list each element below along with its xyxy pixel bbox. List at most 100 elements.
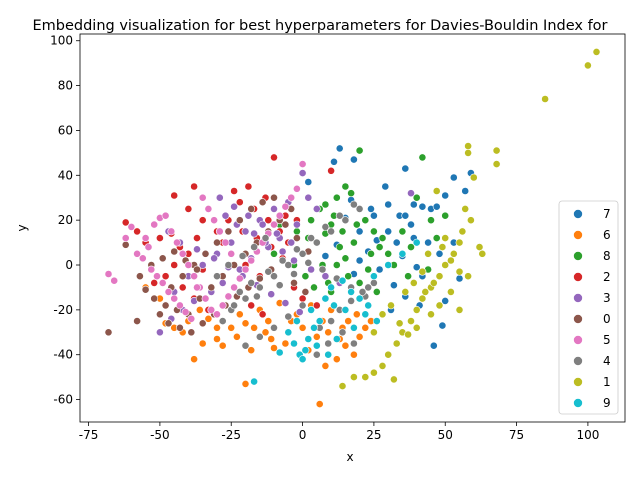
data-point <box>213 310 221 319</box>
data-point <box>412 238 421 247</box>
data-point <box>121 218 130 227</box>
data-point <box>281 299 290 307</box>
data-point <box>355 146 364 155</box>
data-point <box>332 261 341 269</box>
data-point <box>258 310 267 319</box>
data-point <box>250 323 258 332</box>
data-point <box>378 310 387 319</box>
data-point <box>389 375 398 384</box>
data-point <box>378 361 387 370</box>
data-point <box>418 294 427 303</box>
plot-frame <box>79 33 626 423</box>
data-point <box>215 193 224 202</box>
data-point <box>418 202 427 211</box>
data-point <box>278 256 287 265</box>
data-point <box>407 220 415 229</box>
data-point <box>270 193 278 202</box>
data-point <box>187 328 196 337</box>
data-point <box>267 335 276 343</box>
data-point <box>355 256 364 265</box>
chart-title: Embedding visualization for best hyperpa… <box>32 18 607 34</box>
data-point <box>332 355 341 364</box>
data-point <box>441 234 450 242</box>
data-point <box>312 301 321 310</box>
data-point <box>230 187 238 195</box>
data-point <box>247 278 256 287</box>
data-point <box>170 261 179 269</box>
data-point <box>349 155 358 164</box>
data-point <box>227 249 236 258</box>
data-point <box>301 346 310 355</box>
y-tick-label: -20 <box>53 303 73 317</box>
data-point <box>332 193 341 202</box>
data-point <box>492 146 501 155</box>
data-point <box>170 294 179 303</box>
x-axis-ticks: -75 -50 -25 0 25 50 75 100 <box>79 422 599 442</box>
data-point <box>198 193 207 202</box>
data-point <box>201 249 210 258</box>
data-point <box>270 272 278 281</box>
data-point <box>190 272 198 281</box>
data-point <box>255 332 264 341</box>
data-point <box>441 191 450 200</box>
data-point <box>349 350 358 359</box>
data-point <box>341 216 350 225</box>
data-point <box>241 265 250 274</box>
data-point <box>304 178 313 186</box>
data-point <box>292 317 301 325</box>
data-point <box>475 243 484 251</box>
data-point <box>441 211 450 220</box>
data-point <box>161 211 170 220</box>
data-point <box>384 200 393 209</box>
legend-label: 2 <box>603 270 611 284</box>
data-point <box>158 278 167 287</box>
data-point <box>369 278 378 287</box>
data-point <box>198 339 207 348</box>
data-point <box>352 310 361 319</box>
data-point <box>381 182 390 191</box>
y-tick-label: 40 <box>58 168 73 182</box>
data-point <box>258 220 267 229</box>
data-point <box>110 276 119 285</box>
data-point <box>150 220 159 229</box>
data-point <box>492 160 501 168</box>
data-point <box>384 261 393 269</box>
data-point <box>446 256 455 265</box>
data-point <box>327 166 335 175</box>
data-point <box>455 305 464 314</box>
data-point <box>247 346 256 355</box>
data-point <box>461 187 470 195</box>
data-point <box>241 227 250 236</box>
data-point <box>592 48 601 56</box>
data-point <box>341 254 350 263</box>
data-point <box>335 211 344 220</box>
data-point <box>153 272 161 281</box>
data-point <box>389 281 398 290</box>
data-point <box>441 296 450 305</box>
data-point <box>387 301 395 310</box>
data-point <box>435 249 444 258</box>
data-point <box>349 238 358 247</box>
y-tick-label: 100 <box>50 34 73 48</box>
data-point <box>349 323 358 332</box>
data-point <box>449 173 458 182</box>
data-point <box>304 193 313 202</box>
data-point <box>455 238 464 247</box>
data-point <box>290 270 298 278</box>
data-point <box>301 272 310 281</box>
data-point <box>435 272 444 281</box>
data-point <box>367 204 375 213</box>
data-point <box>210 254 218 263</box>
data-point <box>247 204 256 213</box>
data-point <box>161 301 170 310</box>
data-point <box>198 319 207 328</box>
data-point <box>224 292 233 301</box>
data-point <box>224 227 233 236</box>
data-point <box>215 227 224 236</box>
data-point <box>312 341 321 350</box>
data-point <box>404 330 412 339</box>
legend-marker <box>573 356 583 366</box>
legend-marker <box>573 293 583 303</box>
data-point <box>193 283 201 292</box>
data-point <box>409 278 418 287</box>
